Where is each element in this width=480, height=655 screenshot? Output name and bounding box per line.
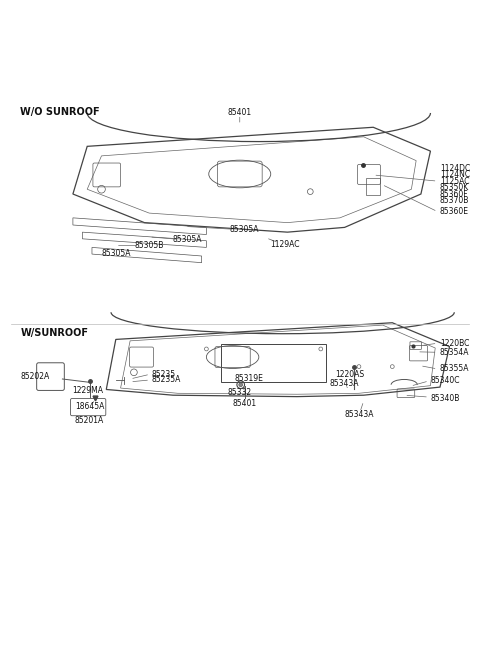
Text: 85343A: 85343A (344, 410, 374, 419)
Text: 85360E: 85360E (440, 207, 469, 216)
Text: W/SUNROOF: W/SUNROOF (21, 328, 88, 339)
Text: 85355A: 85355A (440, 364, 469, 373)
Text: 85202A: 85202A (21, 371, 50, 381)
Text: 85343A: 85343A (330, 379, 360, 388)
Text: 85305A: 85305A (173, 234, 202, 244)
Text: 85305A: 85305A (101, 249, 131, 257)
Text: 85360F: 85360F (440, 189, 468, 198)
Text: 1125AC: 1125AC (440, 177, 469, 185)
Text: 85340C: 85340C (431, 377, 460, 385)
Text: 1220BC: 1220BC (440, 339, 469, 348)
Text: 85201A: 85201A (75, 416, 104, 425)
Text: 85235: 85235 (152, 369, 176, 379)
Text: 18645A: 18645A (75, 402, 104, 411)
Text: 85350K: 85350K (440, 183, 469, 193)
Text: 85401: 85401 (232, 400, 257, 408)
Text: W/O SUNROOF: W/O SUNROOF (21, 107, 100, 117)
Text: 1124DC: 1124DC (440, 164, 470, 174)
Circle shape (239, 383, 242, 386)
Text: 85401: 85401 (228, 107, 252, 117)
Text: 1124NC: 1124NC (440, 170, 470, 179)
Text: 85319E: 85319E (235, 374, 264, 383)
Text: 85332: 85332 (228, 388, 252, 398)
Text: 1129AC: 1129AC (270, 240, 300, 248)
Text: 85235A: 85235A (152, 375, 181, 384)
Text: 85305B: 85305B (134, 241, 164, 250)
Text: 85305A: 85305A (230, 225, 259, 234)
Text: 85354A: 85354A (440, 348, 469, 357)
Text: 85340B: 85340B (431, 394, 460, 403)
Text: 1229MA: 1229MA (72, 386, 103, 395)
Text: 85370B: 85370B (440, 196, 469, 205)
Text: 1220AS: 1220AS (335, 369, 364, 379)
